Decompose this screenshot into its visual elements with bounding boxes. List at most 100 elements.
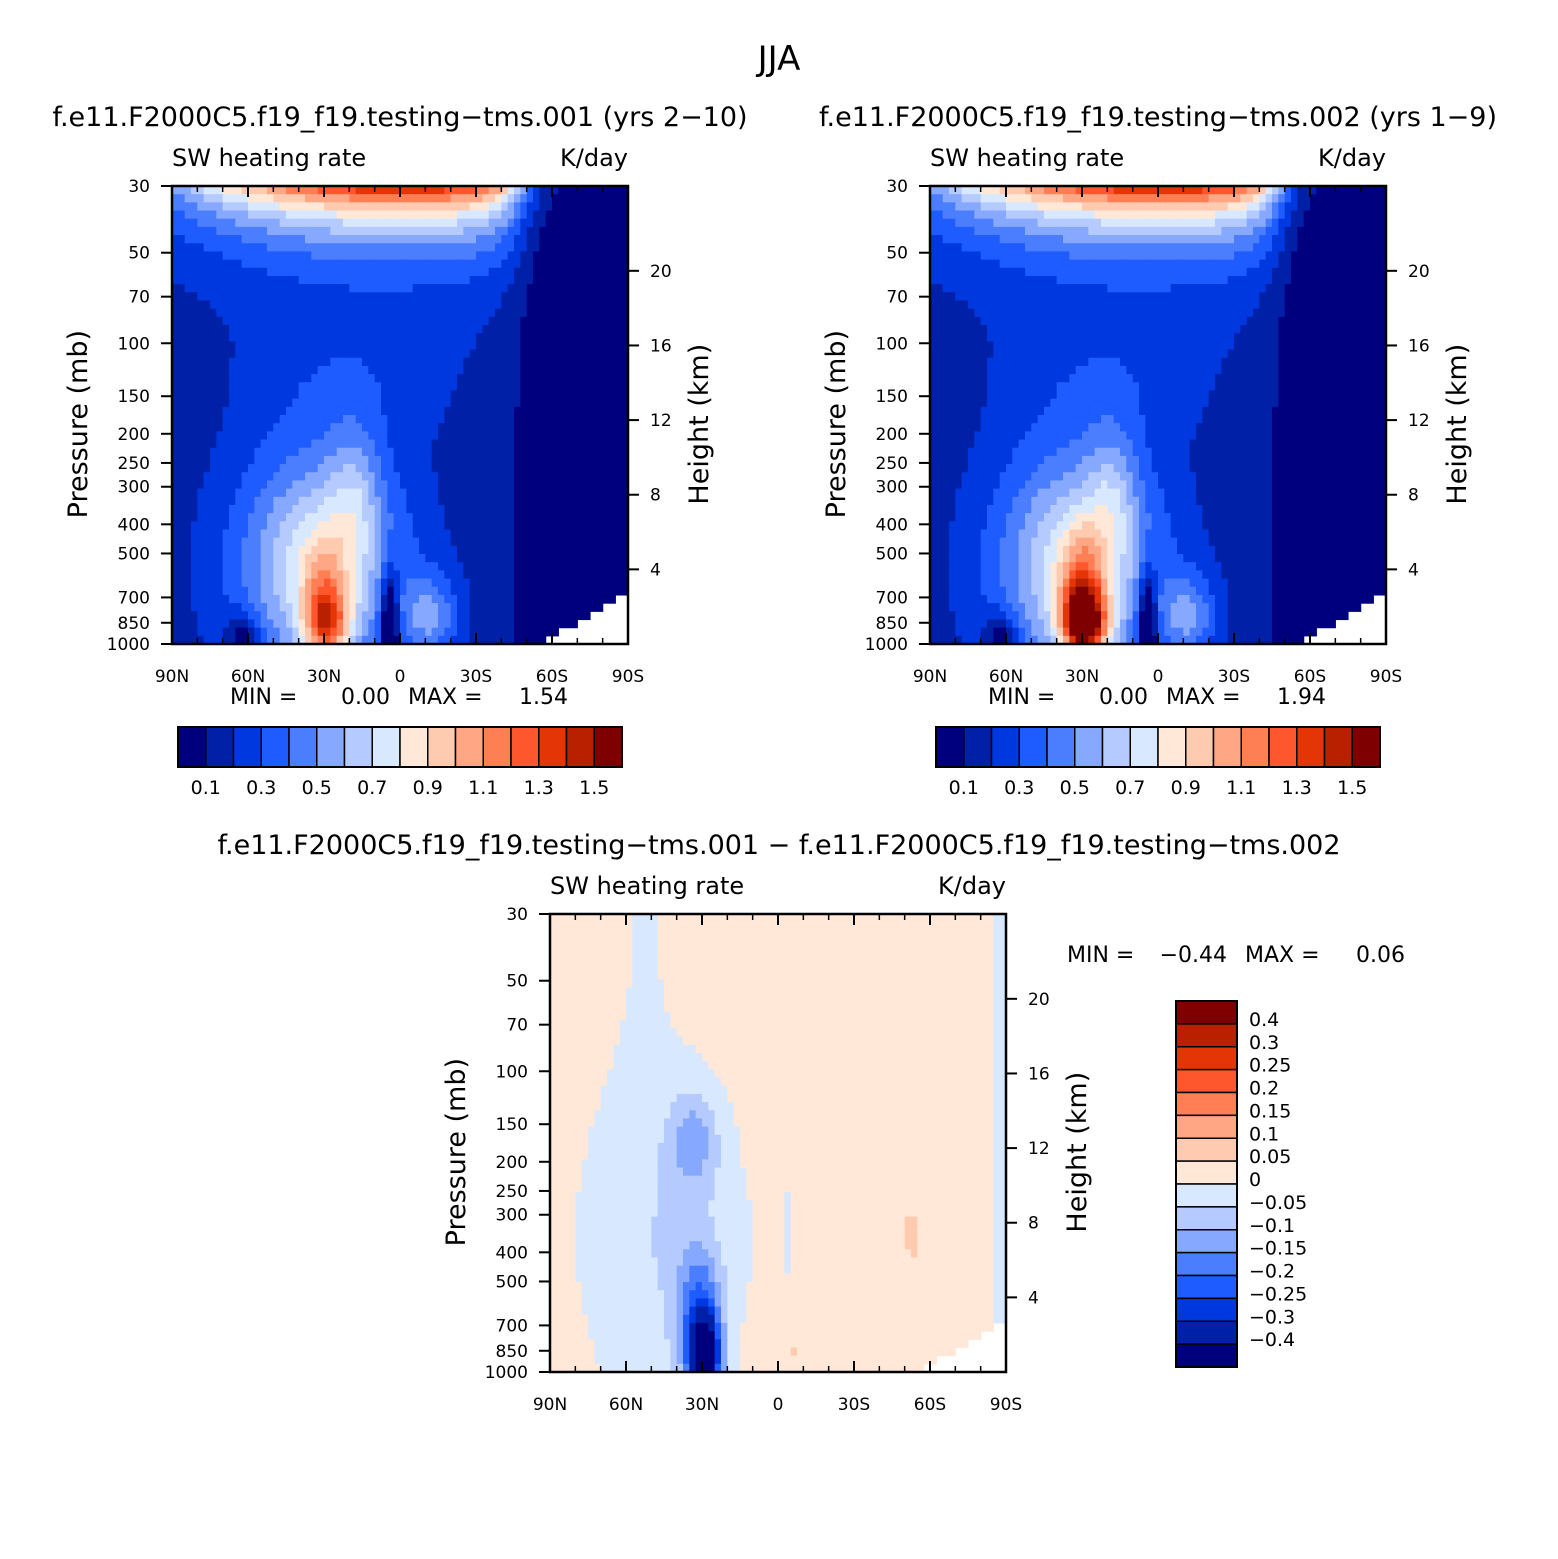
panel1-cell (235, 390, 243, 400)
panel1-cell (539, 194, 547, 203)
panel2-cell (1037, 235, 1045, 244)
panel1-cell (596, 529, 604, 539)
panel1-cell (571, 578, 578, 588)
panel1-cell (533, 365, 540, 375)
panel1-cell (526, 341, 534, 351)
panel1-cell (469, 349, 477, 359)
panel1-cell (222, 308, 230, 318)
panel1-cell (615, 316, 623, 326)
panel2-cell (993, 218, 1001, 228)
panel1-cell (178, 594, 186, 604)
panel1-cell (444, 251, 452, 261)
panel1-cell (450, 480, 458, 490)
panel1-cell (184, 513, 192, 522)
panel1-cell (400, 439, 407, 449)
panel1-cell (216, 333, 224, 342)
panel1-y2tick-label: 12 (650, 411, 672, 431)
panel2-cell (987, 218, 994, 228)
panel1-cell (450, 439, 458, 449)
panel1-cell (381, 635, 388, 645)
panel1-cell (305, 439, 312, 449)
panel1-cell (336, 374, 344, 383)
panel1-cell (374, 202, 382, 212)
panel1-cell (621, 292, 629, 302)
panel2-cell (1221, 243, 1229, 253)
panel2-cell (987, 259, 994, 269)
panel1-cell (343, 562, 350, 571)
panel1-cell (216, 415, 224, 424)
panel1-cell (526, 423, 534, 432)
panel1-cell (343, 611, 350, 621)
panel1-cell (400, 308, 407, 318)
panel1-cell (450, 513, 458, 522)
panel1-cell (564, 504, 572, 514)
panel1-cell (621, 406, 629, 416)
panel1-cell (216, 194, 224, 203)
panel1-cell (621, 390, 629, 400)
panel1-cell (368, 521, 376, 531)
panel2-cell (1075, 218, 1083, 228)
panel1-cell (349, 267, 357, 277)
panel2-cell (1335, 210, 1343, 220)
panel1-cell (305, 545, 312, 555)
panel2-cell (1373, 194, 1381, 203)
panel1-cell (305, 554, 312, 563)
panel1-cell (425, 488, 433, 498)
panel1-cell (203, 382, 211, 392)
panel1-cell (558, 235, 566, 244)
panel1-cell (564, 554, 572, 563)
panel1-cell (368, 308, 376, 318)
panel1-cell (184, 398, 192, 408)
panel1-cell (248, 611, 255, 621)
panel2-cell (1107, 202, 1115, 212)
panel2-cell (1202, 194, 1210, 203)
panel1-cell (552, 423, 559, 432)
panel1-cell (564, 513, 572, 522)
panel1-cell (374, 382, 382, 392)
panel1-cell (596, 226, 604, 236)
panel1-cell (267, 300, 274, 310)
panel1-cell (602, 251, 610, 261)
panel1-cell (457, 333, 464, 342)
panel1-cell (514, 423, 521, 432)
panel1-cell (476, 521, 483, 531)
panel1-cell (381, 284, 388, 293)
panel1-cell (292, 611, 300, 621)
panel1-cell (178, 218, 186, 228)
panel1-cell (349, 243, 357, 253)
panel1-cell (279, 562, 287, 571)
panel2-cell (1158, 251, 1165, 261)
panel1-cell (349, 472, 357, 482)
panel1-cell (216, 292, 224, 302)
panel1-cell (444, 513, 452, 522)
panel2-cell (980, 235, 988, 244)
panel1-cell (406, 496, 414, 506)
panel2-cell (1012, 284, 1020, 293)
panel1-cell (400, 578, 407, 588)
panel1-cell (336, 349, 344, 359)
panel1-cell (552, 341, 559, 351)
panel1-cell (596, 292, 604, 302)
panel1-cell (330, 603, 338, 612)
panel2-cell (1227, 259, 1235, 269)
panel1-cell (501, 496, 509, 506)
panel2-cell (942, 210, 950, 220)
panel1-cell (216, 455, 224, 465)
panel1-cell (260, 488, 268, 498)
panel1-cell (362, 570, 369, 580)
panel2-cell (1265, 194, 1273, 203)
panel1-cell (298, 415, 306, 424)
panel1-cell (273, 292, 281, 302)
panel2-cell (1177, 243, 1184, 253)
panel1-cell (425, 186, 433, 195)
panel1-cell (355, 415, 363, 424)
panel1-cell (621, 259, 629, 269)
panel1-cell (324, 603, 331, 612)
panel1-cell (444, 349, 452, 359)
panel1-cell (438, 611, 445, 621)
panel1-cell (267, 603, 274, 612)
panel1-cell (374, 194, 382, 203)
panel1-cell (235, 586, 243, 596)
panel1-cell (495, 496, 502, 506)
panel1-cell (444, 382, 452, 392)
